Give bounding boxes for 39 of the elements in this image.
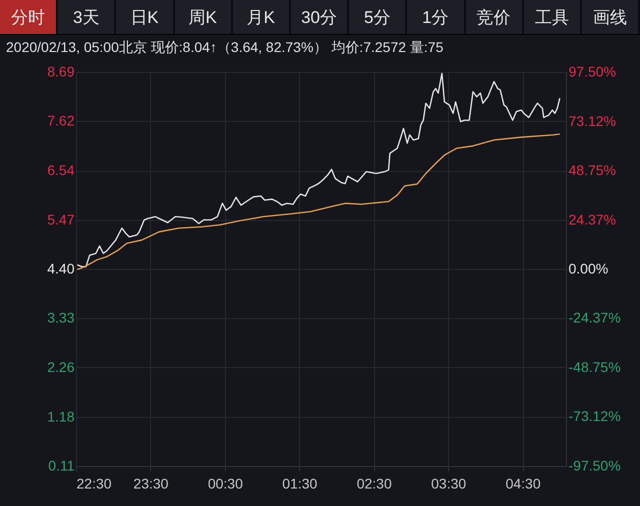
- text: 月K: [232, 0, 291, 34]
- text: 画线: [582, 0, 640, 34]
- x-tick-label: 01:30: [282, 476, 318, 492]
- x-tick-label: 00:30: [208, 476, 244, 492]
- y2-tick-label: -48.75%: [568, 359, 621, 375]
- text: 分时: [0, 0, 58, 34]
- y-tick-label: 2.26: [47, 358, 75, 375]
- text: 日K: [116, 0, 175, 34]
- y-tick-label: 5.47: [47, 211, 75, 228]
- text: 30分: [290, 0, 350, 34]
- text: 竞价: [466, 0, 524, 34]
- line-series: [76, 72, 560, 268]
- y2-tick-label: 24.37%: [568, 211, 616, 228]
- text: 3天: [58, 0, 116, 34]
- x-tick-label: 23:30: [133, 476, 169, 492]
- y-tick-label: 4.40: [47, 260, 75, 276]
- chart-title: 2020/02/13, 05:00北京 现价:8.04↑（3.64, 82.73%） 均价:7.2572 量:75: [5, 38, 444, 57]
- y-tick-label: 0.11: [48, 458, 75, 474]
- y2-tick-label: 73.12%: [568, 112, 616, 129]
- text: 工具: [524, 0, 582, 34]
- y2-tick-label: 97.50%: [568, 64, 616, 80]
- y-tick-label: 6.54: [47, 162, 75, 178]
- y-tick-label: 3.33: [47, 310, 75, 326]
- line-series: [76, 133, 560, 270]
- y-tick-label: 8.69: [47, 64, 75, 80]
- x-tick-label: 04:30: [506, 476, 541, 492]
- y2-tick-label: 48.75%: [568, 162, 616, 178]
- x-tick-label: 02:30: [356, 476, 392, 492]
- y-tick-label: 1.18: [47, 408, 75, 424]
- y2-tick-label: 0.00%: [568, 260, 608, 276]
- x-tick-label: 22:30: [76, 476, 112, 492]
- x-tick-label: 03:30: [431, 476, 466, 492]
- y2-tick-label: -73.12%: [568, 408, 621, 424]
- y2-tick-label: -24.37%: [568, 310, 621, 326]
- text: 5分: [349, 0, 408, 34]
- text: 1分: [407, 0, 466, 34]
- y-tick-label: 7.62: [47, 112, 75, 129]
- text: 周K: [174, 0, 233, 34]
- y2-tick-label: -97.50%: [568, 458, 621, 474]
